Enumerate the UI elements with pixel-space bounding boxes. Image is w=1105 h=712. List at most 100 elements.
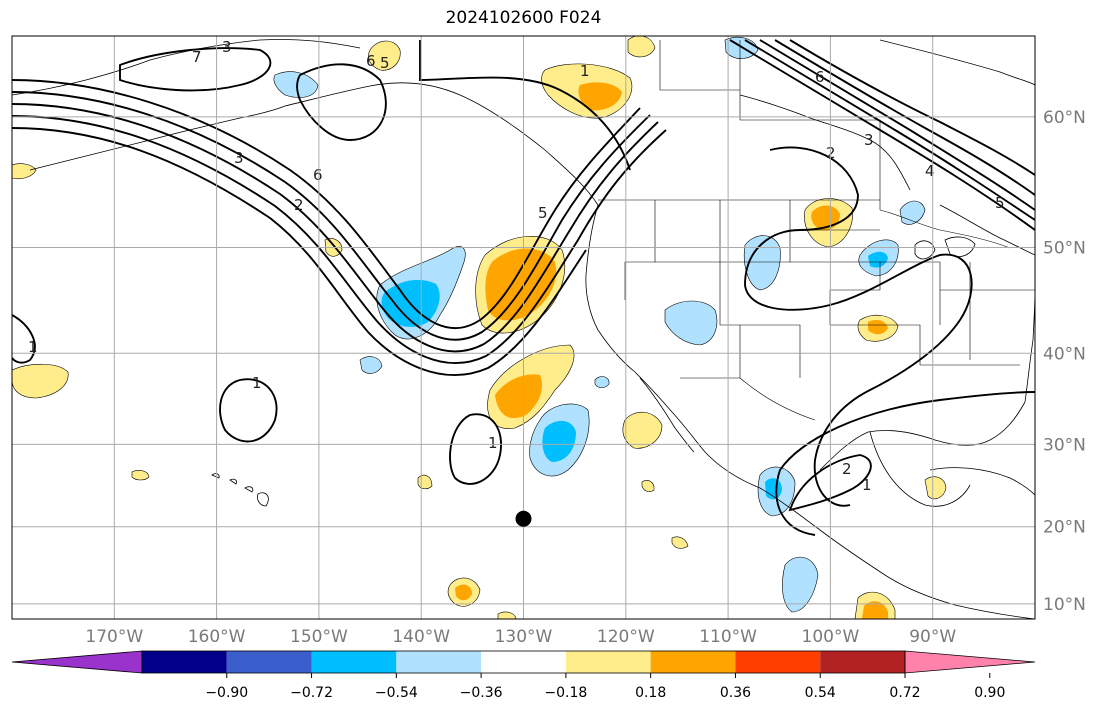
coastline — [585, 204, 761, 489]
positive-area — [12, 363, 69, 399]
state-border — [830, 324, 921, 365]
colorbar-swatch — [396, 651, 482, 673]
contour-label: 6 — [313, 166, 323, 184]
hawaii-island — [229, 478, 237, 485]
negative-area — [664, 300, 718, 346]
great-lakes — [914, 240, 936, 260]
lon-tick-label: 110°W — [699, 627, 757, 647]
positive-area — [12, 163, 37, 180]
positive-area — [671, 536, 689, 549]
lat-tick-label: 30°N — [1043, 435, 1086, 455]
lat-tick-label: 20°N — [1043, 518, 1086, 538]
yucatan-coast — [869, 431, 971, 507]
contour-line — [296, 63, 387, 141]
lon-tick-label: 120°W — [597, 627, 655, 647]
colorbar-label: −0.54 — [375, 685, 418, 701]
contour-line — [219, 378, 278, 443]
contour-line — [12, 103, 659, 353]
contour-line — [775, 469, 816, 536]
negative-area — [273, 71, 319, 98]
coastline — [739, 94, 911, 191]
negative-area — [542, 420, 576, 462]
positive-area — [131, 470, 150, 481]
colorbar-swatch — [311, 651, 397, 673]
state-border — [880, 261, 941, 325]
contour-label: 3 — [864, 131, 874, 149]
us-canada-border — [879, 209, 1011, 249]
contour-label: 4 — [925, 162, 935, 180]
contour-label: 5 — [538, 204, 548, 222]
contour-label: 7 — [192, 48, 202, 66]
positive-area — [455, 584, 472, 601]
positive-area — [497, 611, 517, 619]
colorbar-label: 0.90 — [974, 685, 1005, 701]
contour-label: 6 — [815, 68, 825, 86]
contour-line — [419, 40, 631, 171]
contour-label: 3 — [234, 149, 244, 167]
contour-label: 1 — [252, 374, 262, 392]
contour-line — [788, 454, 872, 512]
colorbar-swatch — [565, 651, 651, 673]
colorbar-label: −0.72 — [290, 685, 333, 701]
contour-line — [779, 391, 1035, 471]
colorbar-swatch — [226, 651, 312, 673]
colorbar-label: 0.54 — [805, 685, 836, 701]
gridlines — [12, 36, 1035, 619]
colorbar-extend-low — [11, 650, 143, 674]
map-frame — [11, 35, 1036, 620]
coastline — [639, 377, 695, 453]
contour-label: 5 — [380, 54, 390, 72]
contour-line — [744, 39, 1035, 221]
colorbar-swatch — [142, 651, 227, 673]
state-border — [655, 261, 801, 378]
state-border — [624, 200, 656, 300]
contour-label: 1 — [488, 434, 498, 452]
contour-line — [12, 115, 667, 364]
coastline — [759, 487, 1035, 619]
colorbar-label: 0.18 — [635, 685, 666, 701]
lon-tick-label: 140°W — [392, 627, 450, 647]
canada-province-border — [659, 40, 740, 91]
hawaii-island — [211, 473, 220, 479]
lat-tick-label: 10°N — [1043, 595, 1086, 615]
location-marker — [515, 510, 532, 527]
contour-label: 2 — [294, 196, 304, 214]
caribbean-islands — [929, 467, 1035, 496]
lat-tick-label: 50°N — [1043, 239, 1086, 259]
canada-province-border — [739, 40, 881, 200]
longitude-tick-labels: 170°W 160°W 150°W 140°W 130°W 120°W 110°W 100°W… — [85, 627, 956, 647]
colorbar-swatch — [650, 651, 736, 673]
colorbar-label: −0.90 — [205, 685, 248, 701]
colorbar-swatch — [820, 651, 905, 673]
contour-line — [119, 47, 272, 92]
contour-line — [12, 314, 36, 364]
colorbar: −0.90 −0.72 −0.54 −0.36 −0.18 0.18 0.36 0.54 0.7… — [11, 650, 1036, 701]
aleutian-islands — [29, 105, 286, 171]
colorbar-label: −0.36 — [460, 685, 503, 701]
contour-lines — [12, 39, 1035, 536]
political-borders — [598, 40, 1035, 421]
positive-area — [641, 480, 655, 492]
lon-tick-label: 130°W — [495, 627, 553, 647]
lat-tick-label: 60°N — [1043, 108, 1086, 128]
map-panel: 3 7 3 2 6 6 5 1 5 6 2 3 4 5 1 1 1 2 1 — [11, 35, 1036, 620]
colorbar-swatch — [481, 651, 566, 673]
contour-label: 5 — [995, 194, 1005, 212]
contour-line — [774, 39, 1035, 196]
colorbar-outline — [141, 650, 906, 674]
positive-area — [368, 40, 401, 71]
contour-label: 1 — [580, 62, 590, 80]
colorbar-swatch — [735, 651, 821, 673]
colorbar-label: 0.36 — [720, 685, 751, 701]
contour-line — [729, 39, 1035, 231]
lon-tick-label: 170°W — [85, 627, 143, 647]
colorbar-label: −0.18 — [544, 685, 587, 701]
colorbar-label: 0.72 — [889, 685, 920, 701]
coastline — [819, 401, 1026, 471]
us-mexico-border — [680, 377, 816, 421]
contour-label: 6 — [366, 52, 376, 70]
hawaii-island — [257, 492, 269, 507]
great-lakes-region — [939, 204, 1035, 256]
contour-line — [744, 146, 973, 507]
